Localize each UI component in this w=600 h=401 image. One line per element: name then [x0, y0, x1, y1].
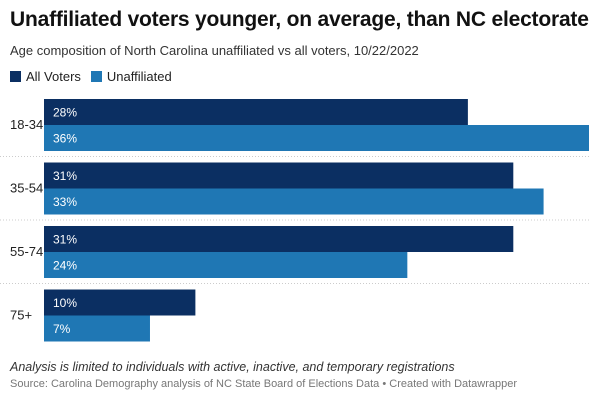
data-label-unaffiliated-18-34: 36%	[53, 132, 77, 146]
bar-all-voters-55-74	[44, 226, 514, 252]
category-label-75+: 75+	[10, 308, 32, 323]
category-label-35-54: 35-54	[10, 181, 43, 196]
legend-label-unaffiliated: Unaffiliated	[106, 69, 172, 84]
legend-swatch-unaffiliated	[90, 71, 102, 82]
legend-swatch-all-voters	[10, 71, 21, 82]
data-label-all-voters-55-74: 31%	[53, 233, 77, 247]
data-label-unaffiliated-55-74: 24%	[53, 259, 77, 273]
chart-title: Unaffiliated voters younger, on average,…	[10, 8, 589, 31]
bar-chart: 18-34 28% 36% 35-54 31% 33% 55-74 31% 24% 75+ 10% 7…	[0, 94, 600, 344]
bar-unaffiliated-55-74	[44, 252, 408, 278]
data-label-all-voters-18-34: 28%	[53, 106, 77, 120]
chart-note: Analysis is limited to individuals with …	[10, 360, 455, 374]
category-label-55-74: 55-74	[10, 244, 43, 259]
legend: All Voters Unaffiliated	[10, 69, 182, 84]
bar-all-voters-18-34	[44, 99, 468, 125]
data-label-all-voters-75+: 10%	[53, 296, 77, 310]
legend-item-unaffiliated: Unaffiliated	[90, 69, 172, 84]
legend-item-all-voters: All Voters	[10, 69, 81, 84]
bar-unaffiliated-18-34	[44, 125, 589, 151]
bar-all-voters-75+	[44, 289, 196, 316]
bar-chart-svg: 18-34 28% 36% 35-54 31% 33% 55-74 31% 24% 75+ 10% 7…	[0, 99, 589, 342]
data-label-all-voters-35-54: 31%	[53, 169, 77, 183]
chart-source: Source: Carolina Demography analysis of …	[10, 378, 518, 390]
chart-subtitle: Age composition of North Carolina unaffi…	[10, 43, 419, 58]
bar-unaffiliated-35-54	[44, 188, 544, 215]
bar-all-voters-35-54	[44, 162, 514, 189]
data-label-unaffiliated-35-54: 33%	[53, 195, 77, 209]
legend-label-all-voters: All Voters	[26, 69, 81, 84]
category-label-18-34: 18-34	[10, 117, 43, 132]
data-label-unaffiliated-75+: 7%	[53, 322, 71, 336]
bar-unaffiliated-75+	[44, 315, 150, 342]
